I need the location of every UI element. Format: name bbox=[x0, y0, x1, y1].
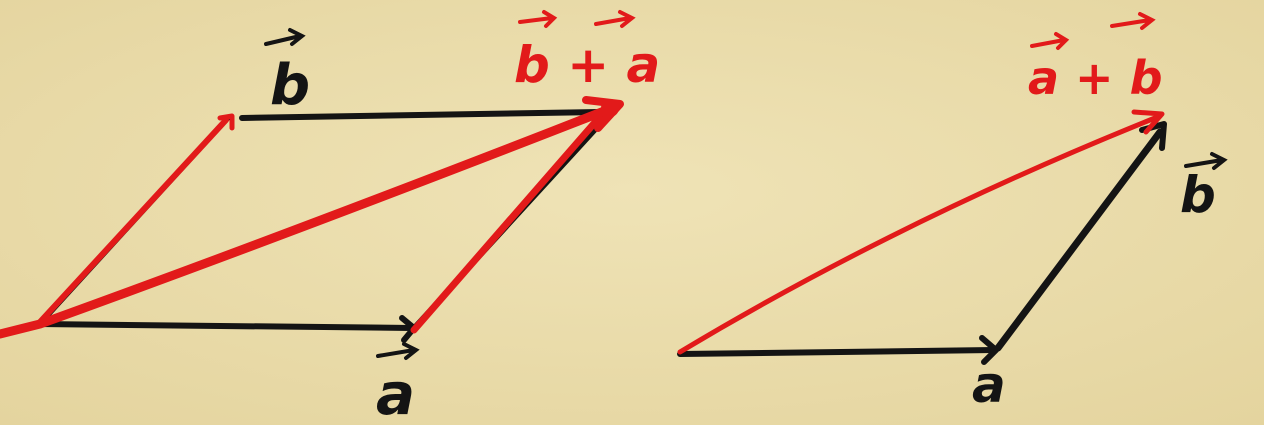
left-label-sum-arrow-a bbox=[594, 10, 636, 28]
left-sum-diagonal-arrow bbox=[0, 103, 617, 339]
left-vector-a-arrow bbox=[35, 321, 415, 331]
left-label-a: a bbox=[376, 360, 415, 425]
left-vector-b-arrow bbox=[239, 109, 603, 121]
left-vector-b-side-red bbox=[37, 117, 229, 325]
right-sum-arrow bbox=[677, 113, 1163, 355]
left-label-sum-group: b + a bbox=[514, 10, 660, 94]
left-label-a-vector-arrow bbox=[376, 342, 420, 360]
right-label-sum-arrow-b bbox=[1110, 12, 1156, 30]
left-label-sum: b + a bbox=[514, 36, 660, 94]
right-label-b: b bbox=[1180, 166, 1216, 224]
right-label-a: a bbox=[972, 356, 1006, 414]
left-vector-a-side-red bbox=[410, 108, 608, 334]
right-vector-a-arrow bbox=[677, 347, 997, 357]
right-label-b-group: b bbox=[1180, 152, 1228, 224]
right-sum-arrowhead bbox=[1131, 109, 1165, 135]
left-sum-diagonal-arrowhead bbox=[582, 96, 624, 132]
left-label-b-group: b bbox=[264, 28, 310, 118]
right-label-sum-group: a + b bbox=[1028, 12, 1163, 105]
right-label-sum: a + b bbox=[1028, 51, 1163, 105]
left-label-a-group: a bbox=[376, 342, 420, 425]
right-label-b-vector-arrow bbox=[1184, 152, 1228, 170]
right-vector-b-arrow bbox=[994, 128, 1164, 352]
left-label-b-vector-arrow bbox=[264, 28, 306, 46]
left-label-b: b bbox=[270, 53, 310, 118]
left-sum-tip-blob bbox=[601, 99, 619, 117]
right-triangle-figure bbox=[677, 109, 1167, 365]
left-parallelogram-figure bbox=[0, 96, 624, 343]
left-label-sum-arrow-b bbox=[518, 10, 558, 28]
left-vector-b-side-arrowhead bbox=[217, 113, 235, 131]
right-label-sum-arrow-a bbox=[1030, 32, 1070, 50]
